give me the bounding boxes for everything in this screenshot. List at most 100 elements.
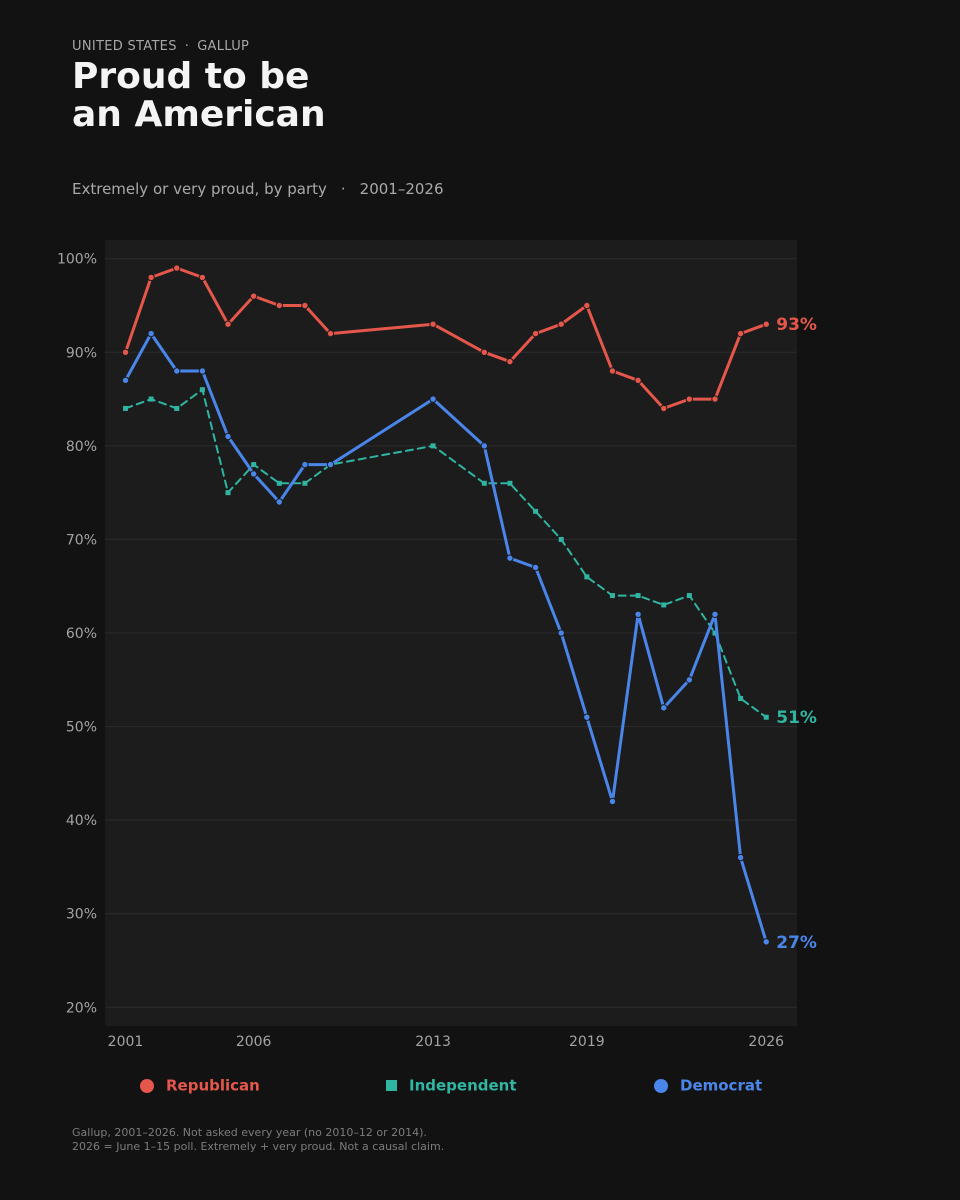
data-point-democrat: [480, 442, 489, 450]
data-point-democrat: [608, 797, 617, 806]
footnote: Gallup, 2001–2026. Not asked every year …: [72, 1126, 444, 1154]
data-point-independent: [174, 405, 180, 411]
data-point-democrat: [557, 629, 565, 637]
series-independent: 51%: [123, 387, 817, 728]
data-point-independent: [302, 480, 308, 486]
data-point-independent: [507, 480, 513, 486]
y-tick-label: 90%: [66, 345, 97, 361]
data-point-democrat: [147, 329, 155, 338]
y-tick-label: 40%: [66, 813, 97, 829]
data-point-independent: [686, 593, 692, 599]
y-tick-label: 20%: [66, 1000, 97, 1016]
data-point-independent: [661, 602, 667, 608]
title-line-1: Proud to be: [72, 56, 310, 97]
data-point-republican: [429, 320, 437, 328]
y-tick-label: 30%: [66, 907, 97, 923]
data-point-democrat: [736, 853, 745, 862]
x-tick-label: 2026: [748, 1034, 784, 1050]
kicker-source: GALLUP: [197, 39, 250, 54]
data-point-independent: [712, 630, 718, 636]
kicker: UNITED STATES · GALLUP: [72, 39, 249, 54]
x-tick-label: 2001: [108, 1034, 144, 1050]
data-point-republican: [506, 357, 514, 366]
y-tick-label: 100%: [57, 252, 97, 268]
title-line-2: an American: [72, 94, 326, 135]
data-point-republican: [121, 348, 130, 356]
y-tick-label: 70%: [66, 532, 97, 548]
data-point-republican: [685, 395, 694, 403]
series-democrat: 27%: [121, 329, 817, 953]
data-point-republican: [198, 273, 207, 282]
page-title: Proud to be an American: [72, 58, 672, 134]
data-point-independent: [533, 508, 539, 514]
data-point-republican: [531, 329, 540, 338]
data-point-democrat: [762, 938, 770, 946]
data-point-independent: [148, 396, 154, 402]
square-marker-icon: [386, 1080, 397, 1091]
subtitle-separator: ·: [340, 180, 346, 198]
data-point-democrat: [198, 367, 207, 375]
data-point-republican: [634, 376, 642, 385]
data-point-democrat: [121, 376, 130, 385]
end-label-democrat: 27%: [776, 933, 817, 953]
legend-item-democrat: Democrat: [654, 1076, 762, 1096]
legend-label-republican: Republican: [166, 1076, 260, 1095]
data-point-independent: [430, 443, 436, 449]
data-point-democrat: [634, 610, 642, 618]
data-point-democrat: [711, 610, 719, 618]
data-point-independent: [225, 490, 231, 496]
data-point-republican: [275, 301, 283, 310]
y-tick-label: 80%: [66, 439, 97, 455]
data-point-independent: [558, 536, 564, 542]
series-republican: 93%: [121, 264, 817, 413]
subtitle: Extremely or very proud, by party · 2001–2…: [72, 180, 444, 198]
circle-marker-icon: [654, 1078, 668, 1093]
data-point-republican: [557, 320, 565, 328]
data-point-democrat: [531, 563, 540, 572]
footnote-line-1: Gallup, 2001–2026. Not asked every year …: [72, 1126, 427, 1139]
data-point-democrat: [173, 367, 181, 375]
series-line-democrat: [124, 332, 768, 944]
data-point-democrat: [326, 460, 335, 469]
y-tick-label: 50%: [66, 720, 97, 736]
end-label-republican: 93%: [776, 315, 817, 335]
data-point-democrat: [506, 554, 514, 562]
footnote-line-2: 2026 = June 1–15 poll. Extremely + very …: [72, 1140, 445, 1153]
data-point-independent: [635, 593, 641, 599]
data-point-independent: [738, 696, 744, 701]
data-point-republican: [173, 264, 181, 272]
x-tick-label: 2006: [236, 1034, 272, 1050]
data-point-democrat: [275, 498, 283, 506]
circle-marker-icon: [140, 1078, 154, 1093]
data-point-independent: [584, 574, 590, 580]
data-point-independent: [609, 593, 615, 599]
data-point-independent: [276, 480, 282, 486]
data-point-republican: [224, 320, 232, 328]
data-point-republican: [583, 301, 591, 310]
data-point-independent: [251, 462, 257, 468]
data-point-republican: [147, 273, 155, 282]
data-point-democrat: [685, 676, 694, 684]
data-point-republican: [480, 348, 489, 356]
subtitle-measure: Extremely or very proud, by party: [72, 180, 327, 198]
x-tick-label: 2019: [569, 1034, 605, 1050]
series-line-independent: [124, 388, 768, 719]
data-point-independent: [199, 387, 205, 393]
legend-label-democrat: Democrat: [680, 1076, 763, 1095]
y-tick-label: 60%: [66, 626, 97, 642]
end-label-independent: 51%: [776, 708, 817, 728]
data-point-democrat: [429, 395, 437, 403]
data-point-independent: [481, 480, 487, 486]
legend-label-independent: Independent: [409, 1076, 517, 1095]
data-point-democrat: [301, 460, 309, 469]
legend-item-republican: Republican: [140, 1076, 260, 1096]
kicker-separator: ·: [184, 39, 190, 54]
series-line-republican: [124, 266, 768, 410]
data-point-democrat: [249, 470, 258, 478]
subtitle-range: 2001–2026: [359, 180, 444, 198]
data-point-independent: [123, 405, 129, 411]
legend-item-independent: Independent: [386, 1076, 517, 1096]
data-point-republican: [711, 395, 719, 403]
data-point-republican: [326, 329, 335, 338]
data-point-democrat: [583, 713, 591, 721]
